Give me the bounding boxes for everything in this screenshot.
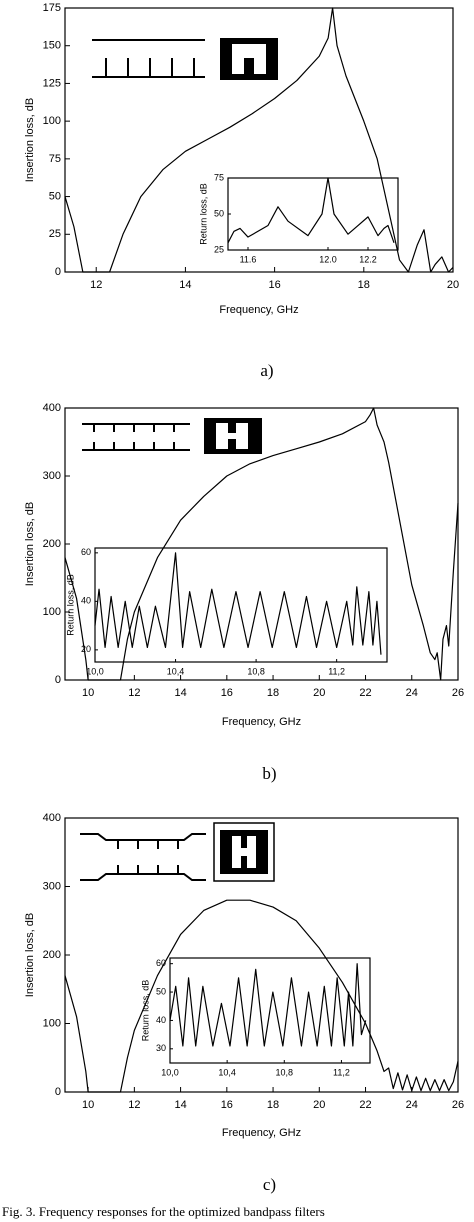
y-axis-label: Insertion loss, dB	[24, 913, 36, 997]
y-tick-label: 200	[43, 949, 61, 961]
x-tick-label: 16	[268, 279, 280, 291]
x-tick-label: 20	[447, 279, 459, 291]
x-tick-label: 22	[359, 687, 371, 699]
y-tick-label: 150	[43, 40, 61, 52]
y-tick-label: 25	[214, 244, 224, 254]
x-tick-label: 11,2	[333, 1067, 350, 1077]
panel-label: c)	[263, 1175, 276, 1194]
panel-label: a)	[260, 361, 273, 380]
x-tick-label: 18	[267, 1099, 279, 1111]
y-tick-label: 125	[43, 77, 61, 89]
schematic	[80, 833, 206, 881]
x-tick-label: 10,0	[86, 666, 104, 676]
y-tick-label: 20	[81, 644, 91, 654]
x-tick-label: 14	[174, 1099, 186, 1111]
x-tick-label: 11.6	[240, 254, 257, 264]
y-tick-label: 200	[43, 538, 61, 550]
cross-section	[213, 822, 275, 882]
y-tick-label: 75	[49, 153, 61, 165]
data-line	[64, 899, 459, 1093]
x-tick-label: 10,8	[247, 666, 265, 676]
y-tick-label: 60	[156, 958, 166, 968]
x-tick-label: 10,0	[161, 1067, 179, 1077]
y-tick-label: 50	[214, 208, 224, 218]
plot-frame	[169, 957, 371, 1064]
schematic	[92, 39, 205, 78]
cross-section	[204, 418, 262, 454]
data-line	[64, 7, 454, 273]
x-tick-label: 12	[90, 279, 102, 291]
x-tick-label: 10	[82, 1099, 94, 1111]
plot-frame	[64, 7, 454, 273]
y-axis-label: Return loss, dB	[140, 980, 150, 1042]
y-tick-label: 50	[156, 986, 166, 996]
x-tick-label: 20	[313, 1099, 325, 1111]
data-line	[64, 407, 459, 681]
inset-background	[198, 174, 402, 266]
y-tick-label: 175	[43, 2, 61, 14]
y-tick-label: 50	[49, 190, 61, 202]
y-tick-label: 30	[156, 1043, 166, 1053]
x-tick-label: 10,4	[167, 666, 185, 676]
y-tick-label: 400	[43, 812, 61, 824]
x-tick-label: 24	[406, 1099, 418, 1111]
x-tick-label: 26	[452, 1099, 464, 1111]
y-tick-label: 300	[43, 880, 61, 892]
y-tick-label: 300	[43, 470, 61, 482]
x-tick-label: 12	[128, 1099, 140, 1111]
schematic	[82, 423, 190, 451]
y-tick-label: 25	[49, 228, 61, 240]
y-tick-label: 100	[43, 1017, 61, 1029]
plot-frame	[227, 177, 399, 251]
y-tick-label: 0	[55, 674, 61, 686]
y-axis-label: Return loss, dB	[65, 574, 75, 636]
x-tick-label: 20	[313, 687, 325, 699]
x-tick-label: 10,4	[218, 1067, 236, 1077]
y-tick-label: 0	[55, 1086, 61, 1098]
caption: Fig. 3. Frequency responses for the opti…	[2, 1204, 325, 1219]
x-tick-label: 14	[174, 687, 186, 699]
inset-background	[140, 954, 374, 1079]
inset-background	[65, 544, 391, 678]
x-tick-label: 12	[128, 687, 140, 699]
x-tick-label: 14	[179, 279, 191, 291]
x-tick-label: 24	[406, 687, 418, 699]
x-tick-label: 10,8	[276, 1067, 294, 1077]
y-tick-label: 100	[43, 115, 61, 127]
cross-section	[220, 38, 278, 80]
x-axis-label: Frequency, GHz	[222, 1127, 301, 1139]
plot-frame	[94, 547, 388, 663]
x-tick-label: 22	[359, 1099, 371, 1111]
y-tick-label: 40	[156, 1015, 166, 1025]
data-line	[94, 552, 382, 655]
x-tick-label: 12.0	[319, 254, 337, 264]
x-tick-label: 11,2	[328, 666, 345, 676]
x-axis-label: Frequency, GHz	[219, 304, 298, 316]
y-tick-label: 100	[43, 606, 61, 618]
x-tick-label: 10	[82, 687, 94, 699]
x-tick-label: 12.2	[359, 254, 377, 264]
y-axis-label: Return loss, dB	[198, 183, 208, 245]
y-tick-label: 0	[55, 266, 61, 278]
x-tick-label: 16	[221, 687, 233, 699]
x-tick-label: 18	[358, 279, 370, 291]
panel-label: b)	[262, 764, 276, 783]
y-tick-label: 40	[81, 596, 91, 606]
x-axis-label: Frequency, GHz	[222, 716, 301, 728]
y-tick-label: 60	[81, 547, 91, 557]
x-tick-label: 18	[267, 687, 279, 699]
y-tick-label: 75	[214, 172, 224, 182]
y-axis-label: Insertion loss, dB	[24, 502, 36, 586]
x-tick-label: 16	[221, 1099, 233, 1111]
y-tick-label: 400	[43, 402, 61, 414]
data-line	[227, 177, 395, 244]
x-tick-label: 26	[452, 687, 464, 699]
y-axis-label: Insertion loss, dB	[24, 98, 36, 182]
data-line	[169, 963, 367, 1047]
